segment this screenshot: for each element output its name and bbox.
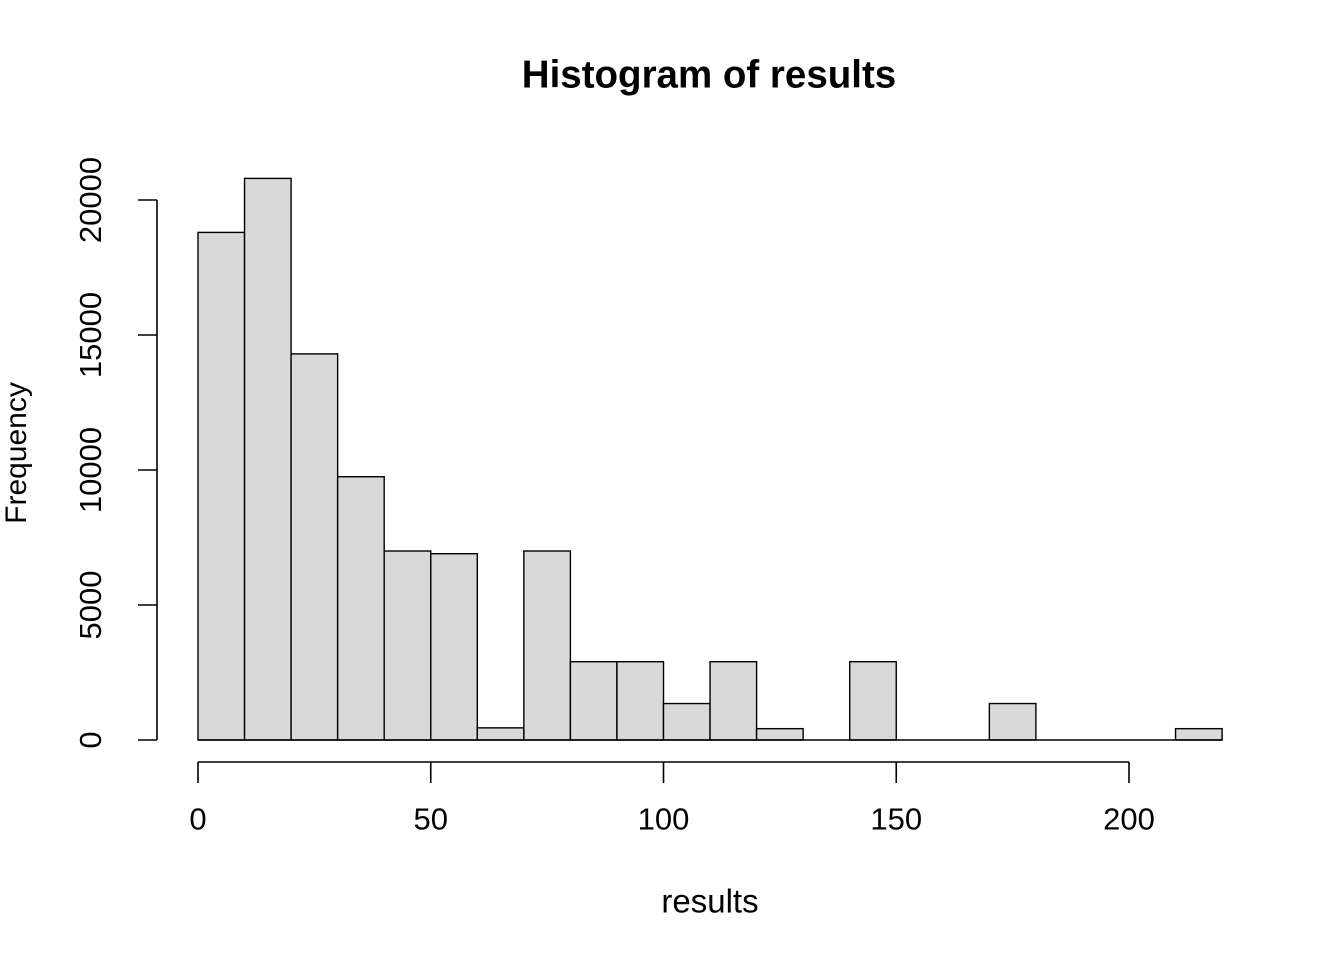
svg-text:0: 0 <box>189 802 206 837</box>
svg-text:10000: 10000 <box>73 427 108 513</box>
svg-text:200: 200 <box>1103 802 1155 837</box>
svg-text:5000: 5000 <box>73 571 108 640</box>
svg-text:Histogram of results: Histogram of results <box>522 54 896 97</box>
svg-text:15000: 15000 <box>73 292 108 378</box>
svg-text:0: 0 <box>73 731 108 748</box>
svg-text:150: 150 <box>870 802 922 837</box>
svg-text:50: 50 <box>414 802 448 837</box>
svg-text:100: 100 <box>638 802 690 837</box>
svg-text:20000: 20000 <box>73 157 108 243</box>
svg-text:results: results <box>661 883 758 920</box>
svg-text:Frequency: Frequency <box>0 382 33 524</box>
